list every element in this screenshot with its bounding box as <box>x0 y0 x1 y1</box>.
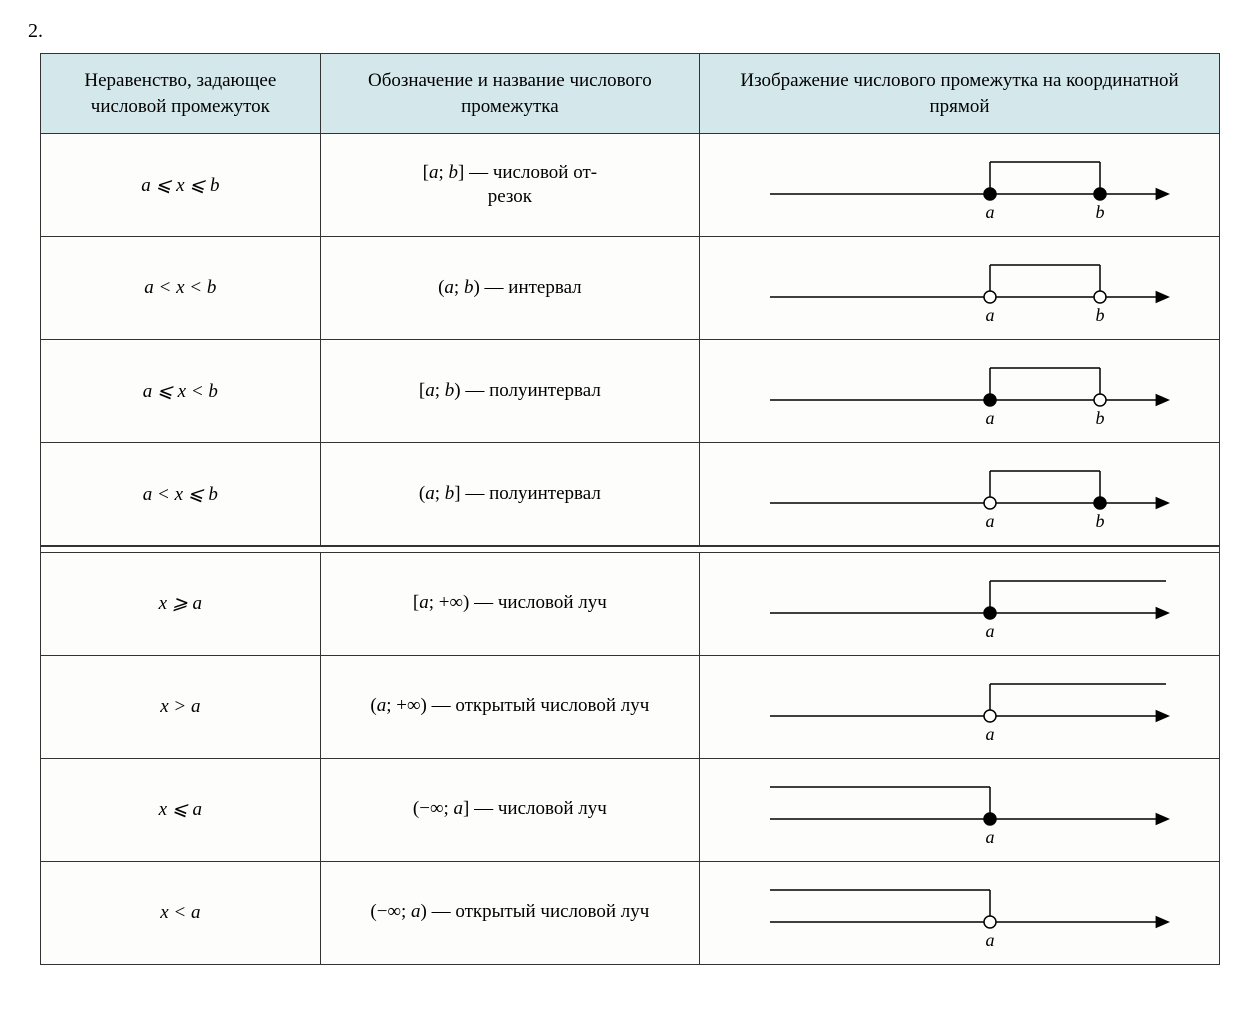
table-row: a ⩽ x < b[a; b) — полуинтервалab <box>41 340 1220 443</box>
header-notation: Обозначение и название числового промежу… <box>320 54 699 134</box>
header-row: Неравенство, задающее числовой промежуто… <box>41 54 1220 134</box>
inequality-cell: x < a <box>41 861 321 964</box>
table-row: x > a(a; +∞) — открытый числовой луч a <box>41 655 1220 758</box>
table-row: x ⩽ a(−∞; a] — числовой луч a <box>41 758 1220 861</box>
intervals-table: Неравенство, задающее числовой промежуто… <box>40 53 1220 965</box>
notation-cell: [a; b] — числовой от-резок <box>320 134 699 237</box>
svg-text:a: a <box>985 202 994 222</box>
svg-text:a: a <box>985 827 994 847</box>
inequality-cell: x ⩽ a <box>41 758 321 861</box>
svg-text:a: a <box>985 408 994 428</box>
inequality-cell: a < x ⩽ b <box>41 443 321 547</box>
table-row: a < x < b(a; b) — интервалab <box>41 237 1220 340</box>
header-inequality: Неравенство, задающее числовой промежуто… <box>41 54 321 134</box>
inequality-cell: x ⩾ a <box>41 552 321 655</box>
diagram-cell: a <box>700 758 1220 861</box>
diagram-cell: a <box>700 861 1220 964</box>
notation-cell: (a; +∞) — открытый числовой луч <box>320 655 699 758</box>
svg-text:a: a <box>985 305 994 325</box>
svg-text:b: b <box>1095 305 1104 325</box>
diagram-cell: ab <box>700 340 1220 443</box>
notation-cell: (a; b) — интервал <box>320 237 699 340</box>
diagram-cell: a <box>700 655 1220 758</box>
svg-text:a: a <box>985 511 994 531</box>
table-row: x ⩾ a[a; +∞) — числовой луч a <box>41 552 1220 655</box>
svg-text:b: b <box>1095 408 1104 428</box>
notation-cell: [a; +∞) — числовой луч <box>320 552 699 655</box>
notation-cell: (−∞; a) — открытый числовой луч <box>320 861 699 964</box>
svg-text:a: a <box>985 621 994 641</box>
problem-number: 2. <box>20 20 1214 43</box>
table-row: x < a(−∞; a) — открытый числовой луч a <box>41 861 1220 964</box>
diagram-cell: ab <box>700 134 1220 237</box>
notation-cell: (a; b] — полуинтервал <box>320 443 699 547</box>
notation-cell: [a; b) — полуинтервал <box>320 340 699 443</box>
diagram-cell: a <box>700 552 1220 655</box>
svg-text:a: a <box>985 930 994 950</box>
inequality-cell: a < x < b <box>41 237 321 340</box>
svg-text:a: a <box>985 724 994 744</box>
svg-text:b: b <box>1095 202 1104 222</box>
diagram-cell: ab <box>700 443 1220 547</box>
inequality-cell: x > a <box>41 655 321 758</box>
table-row: a ⩽ x ⩽ b[a; b] — числовой от-резокab <box>41 134 1220 237</box>
diagram-cell: ab <box>700 237 1220 340</box>
table-row: a < x ⩽ b(a; b] — полуинтервалab <box>41 443 1220 547</box>
header-diagram: Изображение числового промежутка на коор… <box>700 54 1220 134</box>
inequality-cell: a ⩽ x ⩽ b <box>41 134 321 237</box>
svg-text:b: b <box>1095 511 1104 531</box>
inequality-cell: a ⩽ x < b <box>41 340 321 443</box>
notation-cell: (−∞; a] — числовой луч <box>320 758 699 861</box>
